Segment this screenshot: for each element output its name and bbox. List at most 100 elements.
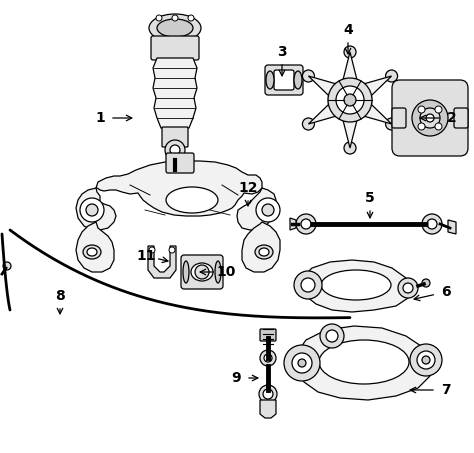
Circle shape	[195, 265, 209, 279]
FancyBboxPatch shape	[454, 108, 468, 128]
Polygon shape	[76, 188, 116, 230]
Circle shape	[422, 214, 442, 234]
Circle shape	[344, 94, 356, 106]
Polygon shape	[448, 220, 456, 234]
FancyBboxPatch shape	[392, 108, 406, 128]
Circle shape	[435, 123, 442, 130]
Polygon shape	[76, 222, 114, 272]
FancyBboxPatch shape	[162, 127, 188, 147]
Text: 1: 1	[95, 111, 105, 125]
Circle shape	[420, 108, 440, 128]
Circle shape	[284, 345, 320, 381]
Circle shape	[3, 262, 11, 270]
Ellipse shape	[149, 14, 201, 42]
Circle shape	[344, 142, 356, 154]
Ellipse shape	[157, 19, 193, 37]
Circle shape	[296, 214, 316, 234]
Ellipse shape	[168, 168, 182, 176]
Circle shape	[328, 78, 372, 122]
Circle shape	[301, 278, 315, 292]
Ellipse shape	[87, 248, 97, 256]
Circle shape	[259, 385, 277, 403]
Circle shape	[301, 219, 311, 229]
Ellipse shape	[255, 245, 273, 259]
Circle shape	[326, 330, 338, 342]
Circle shape	[385, 70, 398, 82]
Circle shape	[403, 283, 413, 293]
Circle shape	[398, 278, 418, 298]
Circle shape	[435, 106, 442, 113]
Polygon shape	[242, 222, 280, 272]
FancyBboxPatch shape	[181, 255, 223, 289]
Circle shape	[385, 118, 398, 130]
Circle shape	[292, 353, 312, 373]
Ellipse shape	[191, 263, 213, 281]
Polygon shape	[309, 52, 392, 148]
Ellipse shape	[321, 270, 391, 300]
FancyBboxPatch shape	[151, 36, 199, 60]
Circle shape	[426, 114, 434, 122]
Circle shape	[418, 106, 425, 113]
Text: 3: 3	[277, 45, 287, 59]
Text: 6: 6	[441, 285, 451, 299]
FancyBboxPatch shape	[392, 80, 468, 156]
Polygon shape	[96, 161, 262, 216]
Polygon shape	[290, 218, 296, 230]
FancyBboxPatch shape	[265, 65, 303, 95]
Circle shape	[412, 100, 448, 136]
Text: 8: 8	[55, 289, 65, 303]
FancyBboxPatch shape	[274, 70, 294, 90]
Circle shape	[262, 204, 274, 216]
Circle shape	[260, 350, 276, 366]
Polygon shape	[260, 400, 276, 418]
Text: 7: 7	[441, 383, 451, 397]
Circle shape	[302, 70, 314, 82]
Circle shape	[418, 123, 425, 130]
Ellipse shape	[319, 340, 409, 384]
Text: 4: 4	[343, 23, 353, 37]
Text: 2: 2	[447, 111, 457, 125]
Circle shape	[422, 356, 430, 364]
Text: 9: 9	[231, 371, 241, 385]
Circle shape	[427, 219, 437, 229]
Circle shape	[263, 389, 273, 399]
Circle shape	[149, 247, 155, 253]
Polygon shape	[302, 260, 410, 312]
Circle shape	[344, 46, 356, 58]
Text: 12: 12	[238, 181, 258, 195]
Circle shape	[86, 204, 98, 216]
Circle shape	[169, 247, 175, 253]
Ellipse shape	[166, 187, 218, 213]
Ellipse shape	[294, 71, 302, 89]
Text: 11: 11	[136, 249, 156, 263]
FancyBboxPatch shape	[260, 329, 276, 341]
Circle shape	[80, 198, 104, 222]
Ellipse shape	[83, 245, 101, 259]
Circle shape	[302, 118, 314, 130]
Circle shape	[156, 15, 162, 21]
Text: 5: 5	[365, 191, 375, 205]
Circle shape	[256, 198, 280, 222]
Polygon shape	[153, 58, 197, 128]
Circle shape	[422, 279, 430, 287]
Ellipse shape	[183, 261, 189, 283]
Polygon shape	[296, 326, 432, 400]
Ellipse shape	[215, 261, 221, 283]
Circle shape	[172, 15, 178, 21]
Circle shape	[188, 15, 194, 21]
Ellipse shape	[259, 248, 269, 256]
Circle shape	[417, 351, 435, 369]
Polygon shape	[148, 246, 176, 278]
Circle shape	[165, 140, 185, 160]
FancyBboxPatch shape	[166, 153, 194, 173]
Circle shape	[170, 145, 180, 155]
Circle shape	[298, 359, 306, 367]
Polygon shape	[237, 188, 276, 230]
Text: 10: 10	[216, 265, 236, 279]
Ellipse shape	[266, 71, 274, 89]
Circle shape	[264, 354, 272, 362]
Circle shape	[320, 324, 344, 348]
Circle shape	[294, 271, 322, 299]
Circle shape	[336, 86, 364, 114]
Circle shape	[410, 344, 442, 376]
